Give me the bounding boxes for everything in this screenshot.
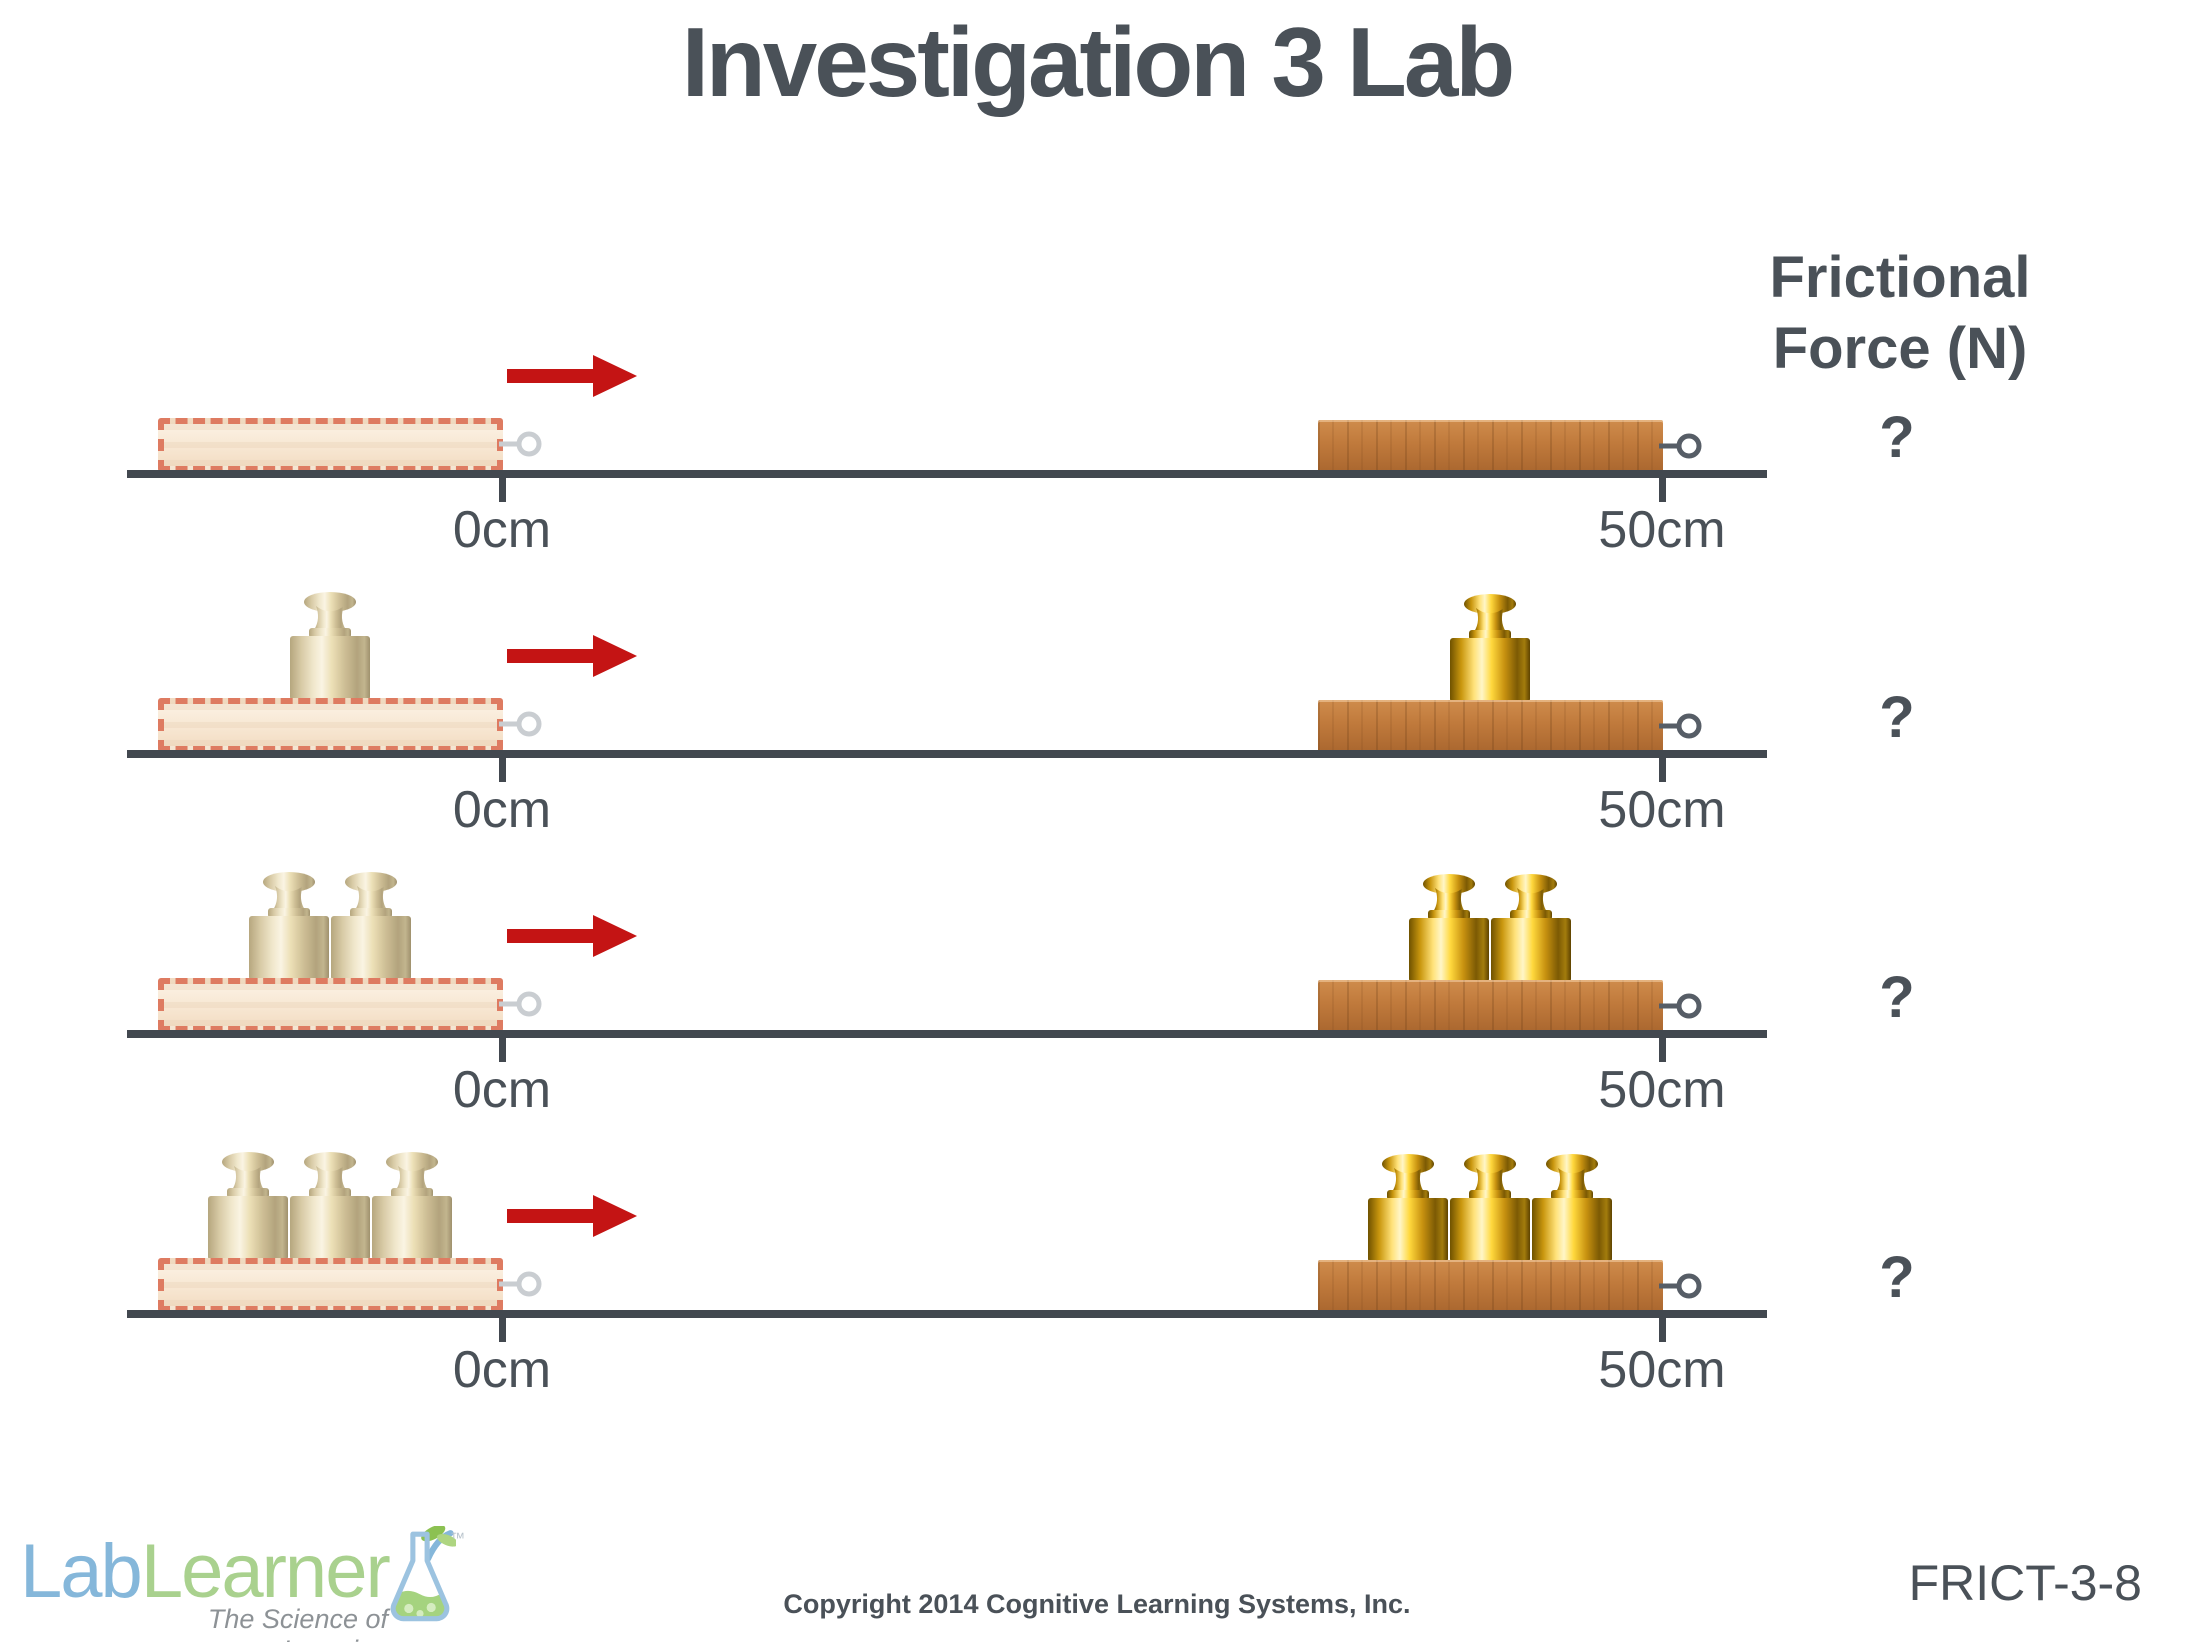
pull-direction-arrow-icon [507, 1194, 638, 1238]
copyright-text: Copyright 2014 Cognitive Learning System… [783, 1589, 1411, 1619]
end-weights-group [1290, 594, 1690, 702]
logo-learner-text: Learner [140, 1529, 391, 1614]
tick-50cm [1659, 756, 1666, 782]
frictional-force-value: ? [1879, 965, 1915, 1030]
tick-50cm [1659, 1036, 1666, 1062]
experiment-row-3: 0cm 50cm ? [0, 830, 2194, 1130]
tick-0cm [499, 1316, 506, 1342]
weight-icon [1450, 594, 1530, 702]
weight-ghost-icon [208, 1152, 288, 1260]
tick-0cm [499, 1036, 506, 1062]
tick-50cm [1659, 476, 1666, 502]
trademark-symbol: ™ [450, 1530, 465, 1547]
pull-direction-arrow-icon [507, 354, 638, 398]
label-0cm: 0cm [452, 1341, 552, 1399]
measurement-track [127, 1030, 1767, 1038]
weight-ghost-icon [290, 1152, 370, 1260]
measurement-track [127, 750, 1767, 758]
frictional-force-value: ? [1879, 405, 1915, 470]
measurement-track [127, 470, 1767, 478]
hook-icon [498, 706, 544, 742]
tick-50cm [1659, 1316, 1666, 1342]
hook-icon [1658, 988, 1704, 1024]
frictional-force-header: Frictional Force (N) [1700, 242, 2100, 384]
flask-icon [390, 1526, 456, 1622]
frictional-force-value: ? [1879, 685, 1915, 750]
hook-icon [1658, 1268, 1704, 1304]
lablearner-logo: LabLearner [20, 1534, 391, 1610]
label-50cm: 50cm [1598, 781, 1726, 839]
end-weights-group [1290, 1154, 1690, 1262]
measurement-track [127, 1310, 1767, 1318]
label-50cm: 50cm [1598, 501, 1726, 559]
logo-lab-text: Lab [20, 1529, 143, 1614]
start-weights-group [130, 872, 530, 980]
weight-ghost-icon [372, 1152, 452, 1260]
start-position-block [158, 1258, 503, 1312]
label-0cm: 0cm [452, 1061, 552, 1119]
hook-icon [1658, 428, 1704, 464]
frictional-force-value: ? [1879, 1245, 1915, 1310]
frictional-force-line2: Force (N) [1772, 316, 2028, 381]
hook-icon [498, 1266, 544, 1302]
weight-icon [1368, 1154, 1448, 1262]
weight-icon [1450, 1154, 1530, 1262]
tick-0cm [499, 476, 506, 502]
start-position-block [158, 698, 503, 752]
tick-0cm [499, 756, 506, 782]
label-0cm: 0cm [452, 501, 552, 559]
experiment-row-2: 0cm 50cm ? [0, 550, 2194, 850]
weight-icon [1409, 874, 1489, 982]
weight-icon [1532, 1154, 1612, 1262]
label-50cm: 50cm [1598, 1061, 1726, 1119]
document-code: FRICT-3-8 [1908, 1555, 2142, 1611]
end-weights-group [1290, 314, 1690, 422]
start-position-block [158, 978, 503, 1032]
start-weights-group [130, 592, 530, 700]
weight-ghost-icon [290, 592, 370, 700]
pull-direction-arrow-icon [507, 914, 638, 958]
pull-direction-arrow-icon [507, 634, 638, 678]
start-weights-group [130, 312, 530, 420]
weight-icon [1491, 874, 1571, 982]
start-weights-group [130, 1152, 530, 1260]
experiment-row-1: 0cm 50cm ? [0, 270, 2194, 570]
start-position-block [158, 418, 503, 472]
page-title: Investigation 3 Lab [681, 7, 1516, 117]
weight-ghost-icon [331, 872, 411, 980]
end-position-block [1318, 1260, 1663, 1312]
hook-icon [498, 426, 544, 462]
end-position-block [1318, 980, 1663, 1032]
end-position-block [1318, 700, 1663, 752]
hook-icon [1658, 708, 1704, 744]
experiment-row-4: 0cm 50cm ? [0, 1110, 2194, 1410]
label-50cm: 50cm [1598, 1341, 1726, 1399]
weight-ghost-icon [249, 872, 329, 980]
end-weights-group [1290, 874, 1690, 982]
frictional-force-line1: Frictional [1769, 245, 2031, 310]
label-0cm: 0cm [452, 781, 552, 839]
hook-icon [498, 986, 544, 1022]
logo-tagline: The Science of Learning [207, 1604, 388, 1642]
end-position-block [1318, 420, 1663, 472]
